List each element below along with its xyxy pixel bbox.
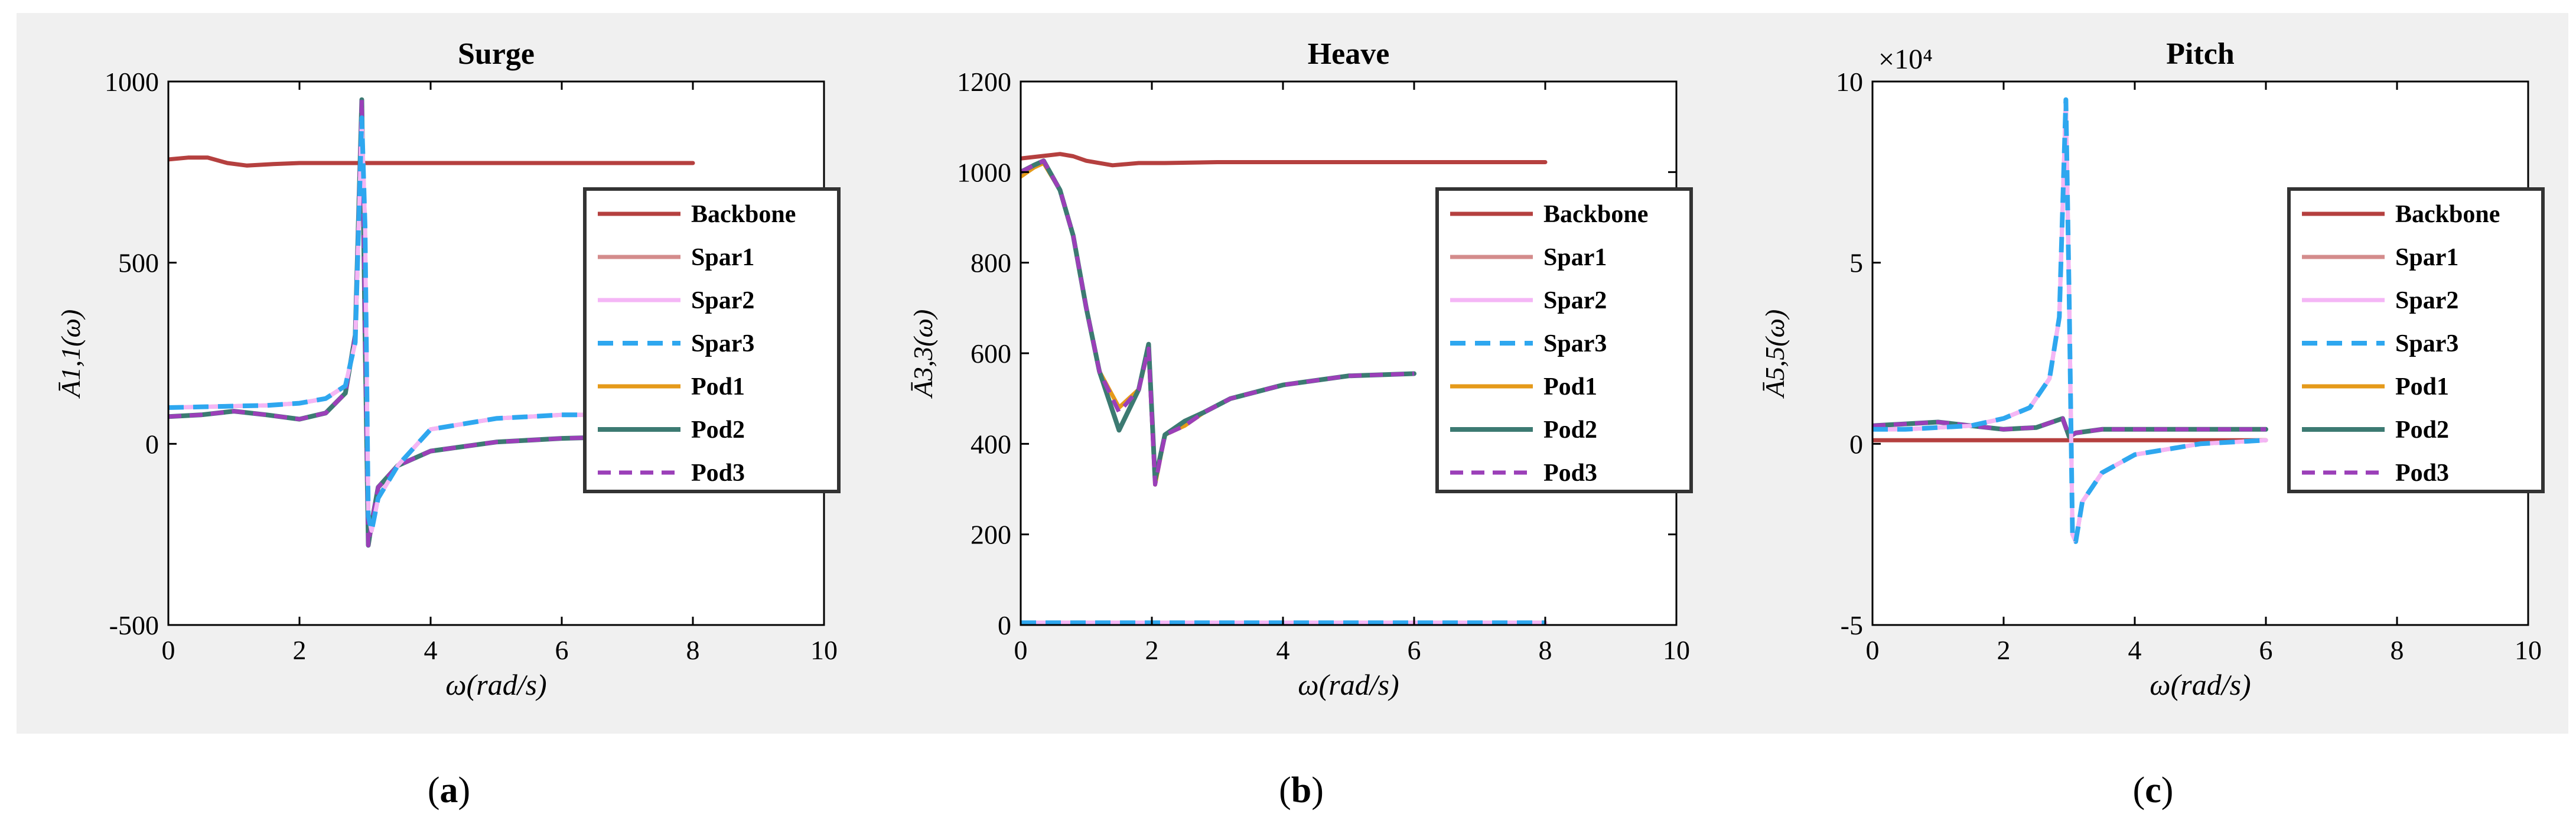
legend-label-spar3: Spar3 xyxy=(2395,330,2458,357)
legend-label-spar2: Spar2 xyxy=(2395,287,2458,314)
legend: Backbone Spar1 Spar2 Spar3 Pod1 Pod2 Pod3 xyxy=(2287,187,2545,493)
legend-box xyxy=(2287,187,2545,493)
x-tick-label: 6 xyxy=(555,635,569,665)
legend-label-spar1: Spar1 xyxy=(691,244,754,271)
legend-label-pod3: Pod3 xyxy=(691,460,745,487)
x-tick-label: 4 xyxy=(2128,635,2142,665)
legend-label-pod1: Pod1 xyxy=(1543,373,1597,401)
y-axis-label: Ā1,1(ω) xyxy=(56,310,86,399)
x-tick-label: 0 xyxy=(1014,635,1028,665)
legend-label-backbone: Backbone xyxy=(691,201,796,228)
legend-label-pod3: Pod3 xyxy=(2395,460,2449,487)
y-tick-label: 0 xyxy=(145,429,159,459)
legend: Backbone Spar1 Spar2 Spar3 Pod1 Pod2 Pod3 xyxy=(1435,187,1693,493)
y-tick-label: 5 xyxy=(1849,248,1863,278)
legend-label-spar1: Spar1 xyxy=(2395,244,2458,271)
y-tick-label: 800 xyxy=(971,248,1011,278)
y-axis-label: Ā3,3(ω) xyxy=(908,310,938,399)
x-tick-label: 2 xyxy=(1997,635,2011,665)
panel-label: (a) xyxy=(428,770,470,810)
chart-title: Heave xyxy=(1308,37,1390,71)
x-tick-label: 8 xyxy=(686,635,700,665)
series-line-pod3 xyxy=(1872,416,2266,439)
legend-label-spar2: Spar2 xyxy=(1543,287,1607,314)
y-tick-label: 400 xyxy=(971,429,1011,459)
panels: 0 2 4 6 8 10-50005001000Surgeω(rad/s)Ā1,1(ω)B… xyxy=(56,37,2545,810)
x-tick-label: 8 xyxy=(1539,635,1552,665)
y-tick-label: 10 xyxy=(1836,67,1863,97)
y-tick-label: 1200 xyxy=(957,67,1011,97)
x-tick-label: 4 xyxy=(424,635,438,665)
legend-box xyxy=(583,187,841,493)
x-axis-label: ω(rad/s) xyxy=(445,668,546,701)
x-tick-label: 8 xyxy=(2391,635,2404,665)
chart-title: Surge xyxy=(458,37,535,71)
legend-label-spar3: Spar3 xyxy=(1543,330,1607,357)
y-tick-label: 1000 xyxy=(957,157,1011,187)
y-tick-label: 500 xyxy=(118,248,159,278)
legend-label-pod2: Pod2 xyxy=(1543,416,1597,444)
legend-label-backbone: Backbone xyxy=(2395,201,2500,228)
legend-label-pod2: Pod2 xyxy=(691,416,745,444)
legend-label-pod3: Pod3 xyxy=(1543,460,1597,487)
y-tick-label: -500 xyxy=(109,610,159,640)
series-group xyxy=(168,97,695,548)
y-tick-label: 200 xyxy=(971,520,1011,550)
y-tick-label: -5 xyxy=(1841,610,1863,640)
series-line-spar3 xyxy=(168,115,693,533)
series-line-backbone xyxy=(1021,152,1548,168)
series-line-pod3 xyxy=(1021,158,1415,487)
legend-label-spar3: Spar3 xyxy=(691,330,754,357)
x-tick-label: 10 xyxy=(1663,635,1690,665)
y-axis-exponent: ×10⁴ xyxy=(1878,44,1933,75)
legend-label-spar2: Spar2 xyxy=(691,287,754,314)
y-tick-label: 0 xyxy=(998,610,1011,640)
x-tick-label: 2 xyxy=(1145,635,1159,665)
x-tick-label: 10 xyxy=(810,635,838,665)
y-tick-label: 1000 xyxy=(105,67,159,97)
panel-a: 0 2 4 6 8 10-50005001000Surgeω(rad/s)Ā1,1(ω)B… xyxy=(56,37,841,810)
y-axis-label: Ā5,5(ω) xyxy=(1760,310,1790,399)
series-line-backbone xyxy=(168,155,695,168)
series-group xyxy=(1872,97,2268,544)
legend-label-pod2: Pod2 xyxy=(2395,416,2449,444)
x-tick-label: 10 xyxy=(2515,635,2542,665)
x-axis-label: ω(rad/s) xyxy=(1298,668,1399,701)
series-line-spar3 xyxy=(1872,97,2266,544)
y-tick-label: 600 xyxy=(971,338,1011,369)
x-tick-label: 4 xyxy=(1276,635,1290,665)
legend-label-pod1: Pod1 xyxy=(691,373,745,401)
x-axis-label: ω(rad/s) xyxy=(2150,668,2251,701)
legend: Backbone Spar1 Spar2 Spar3 Pod1 Pod2 Pod3 xyxy=(583,187,841,493)
legend-box xyxy=(1435,187,1693,493)
panel-label: (c) xyxy=(2133,770,2174,810)
legend-label-backbone: Backbone xyxy=(1543,201,1648,228)
x-tick-label: 0 xyxy=(1866,635,1880,665)
chart-title: Pitch xyxy=(2166,37,2235,71)
legend-label-spar1: Spar1 xyxy=(1543,244,1607,271)
x-tick-label: 6 xyxy=(2259,635,2273,665)
x-tick-label: 2 xyxy=(293,635,307,665)
series-line-pod3 xyxy=(168,97,693,548)
panel-b: 0 2 4 6 8 10 0 200 400 600 800 1000 1200 Heave ω(rad/s… xyxy=(908,37,1693,810)
y-tick-label: 0 xyxy=(1849,429,1863,459)
panel-label: (b) xyxy=(1279,770,1324,810)
legend-label-pod1: Pod1 xyxy=(2395,373,2449,401)
x-tick-label: 6 xyxy=(1408,635,1421,665)
x-tick-label: 0 xyxy=(162,635,175,665)
